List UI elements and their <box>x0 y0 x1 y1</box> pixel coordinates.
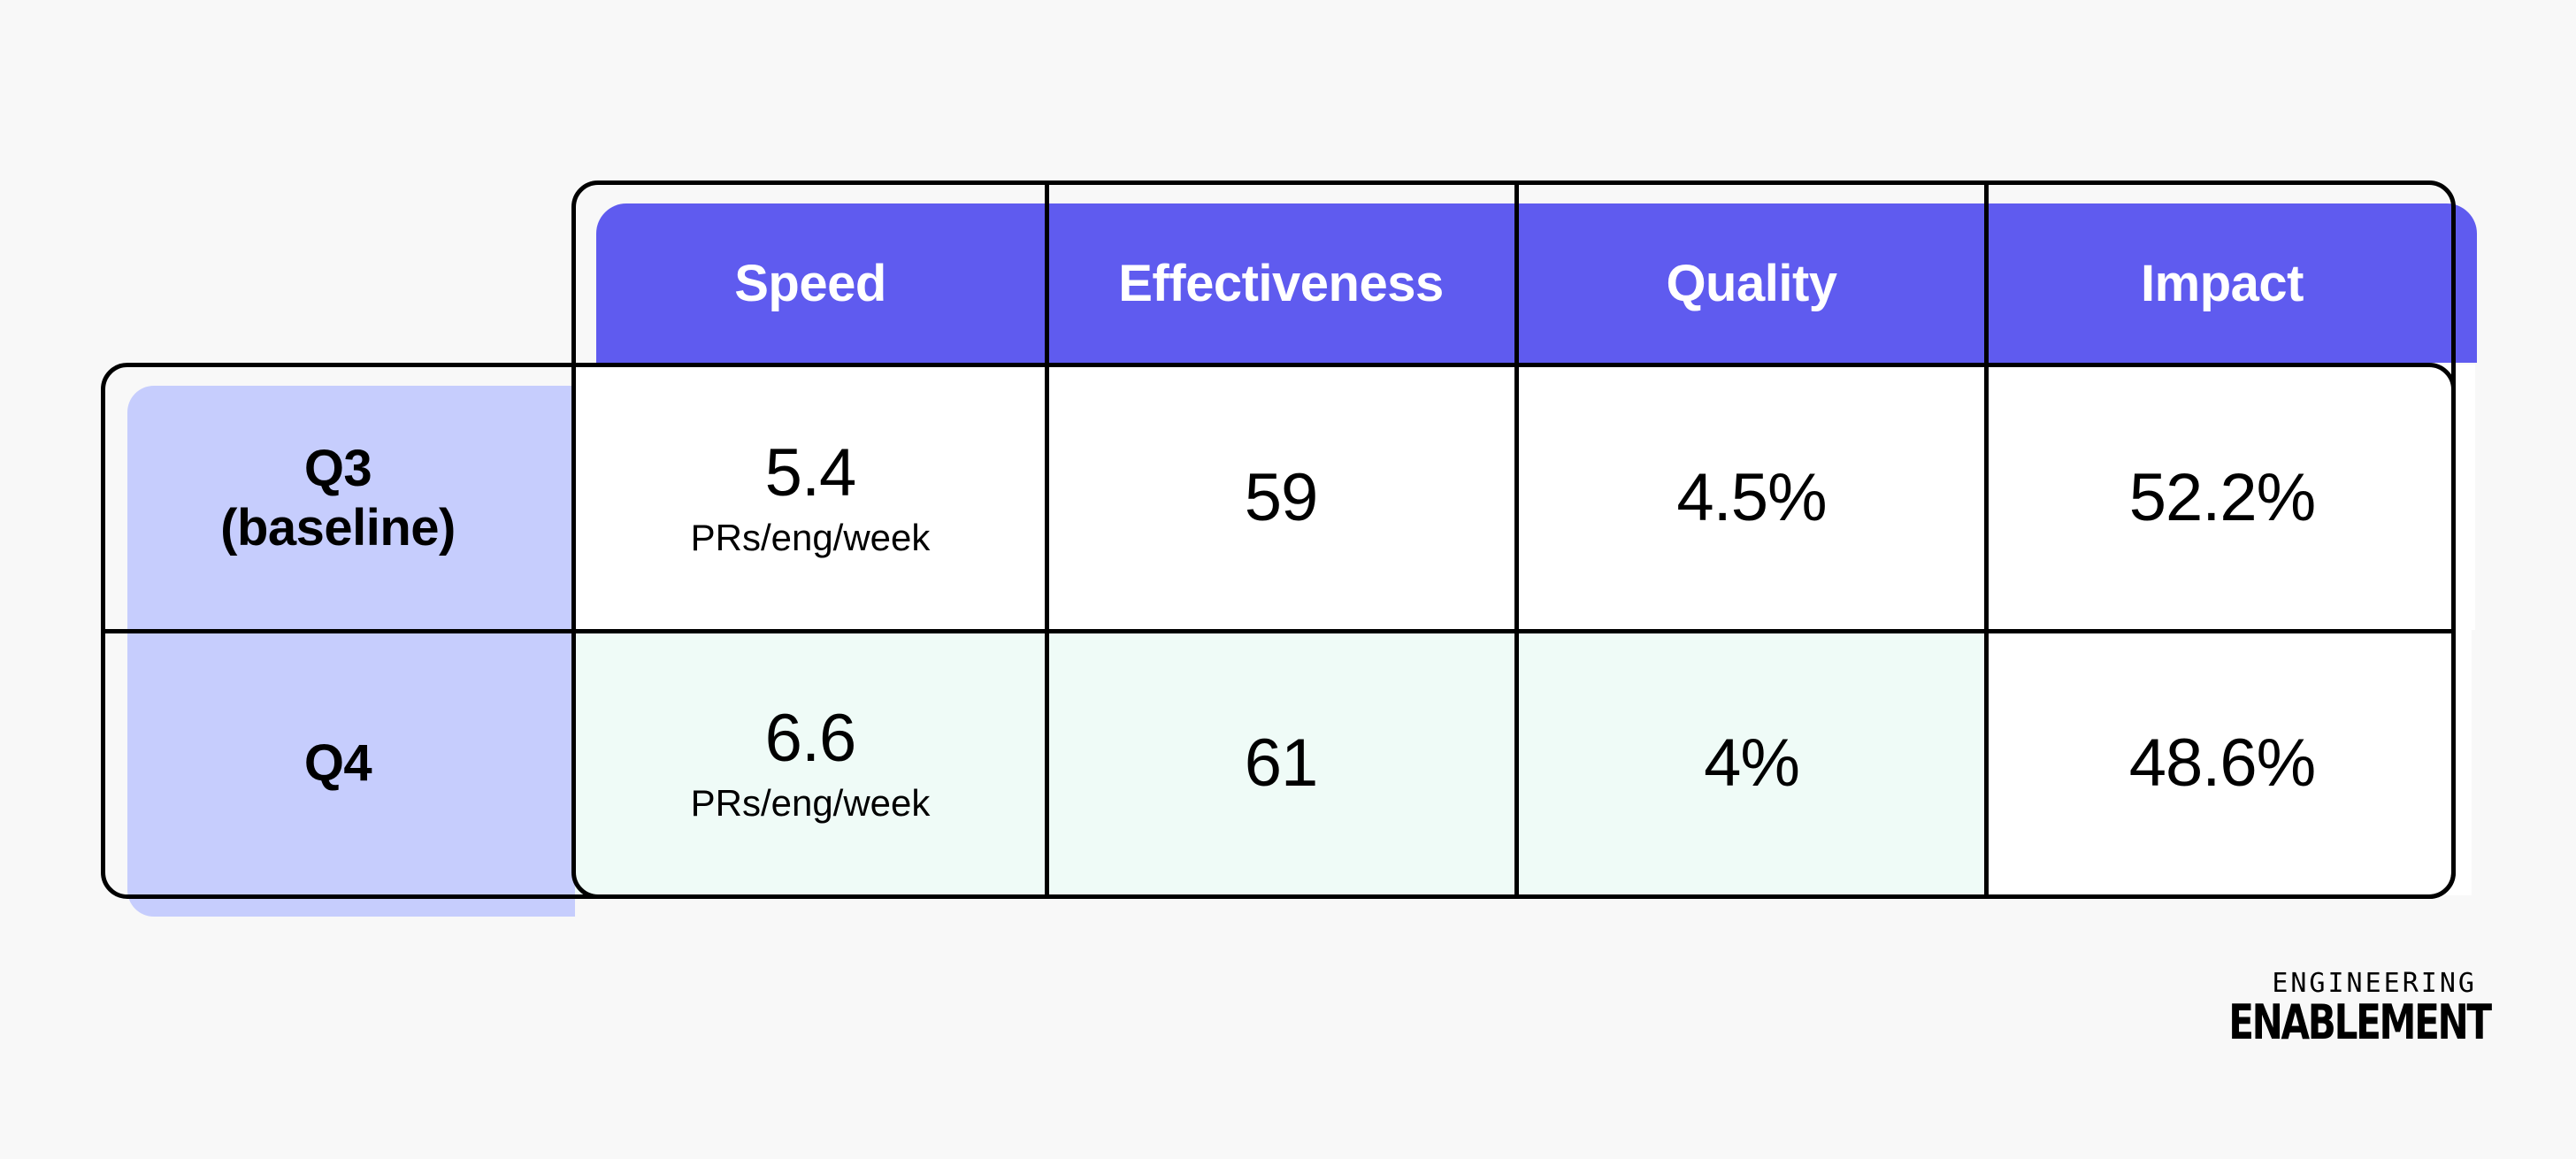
row-label-line: Q4 <box>303 734 372 793</box>
cell-bg-q4-speed <box>575 630 1046 895</box>
column-header-label: Speed <box>734 254 886 312</box>
row-label-band <box>127 386 575 917</box>
grid-col-divider-3 <box>1984 180 1989 899</box>
cell-bg-q4-quality <box>1516 630 1987 895</box>
cell-value: 4.5% <box>1676 460 1827 535</box>
row-label-q3: Q3 (baseline) <box>101 366 575 630</box>
brand-logo: ENGINEERING ENABLEMENT <box>2158 968 2492 1050</box>
column-header-label: Effectiveness <box>1118 254 1444 312</box>
cell-bg-q4-effectiveness <box>1046 630 1516 895</box>
cell-q3-speed: 5.4 PRs/eng/week <box>575 366 1046 630</box>
cell-unit: PRs/eng/week <box>690 782 931 824</box>
cell-q3-effectiveness: 59 <box>1046 366 1516 630</box>
grid-col-divider-2 <box>1514 180 1519 899</box>
grid-col-divider-1 <box>1045 180 1049 899</box>
column-header-speed: Speed <box>575 203 1046 363</box>
column-header-effectiveness: Effectiveness <box>1046 203 1516 363</box>
column-header-label: Quality <box>1666 254 1837 312</box>
row-label-line: Q3 <box>303 439 372 497</box>
cell-value: 59 <box>1244 460 1319 535</box>
column-header-impact: Impact <box>1987 203 2457 363</box>
cell-unit: PRs/eng/week <box>690 517 931 558</box>
cell-q4-speed: 6.6 PRs/eng/week <box>575 632 1046 895</box>
cell-q4-effectiveness: 61 <box>1046 632 1516 895</box>
grid-row-divider <box>101 629 2456 633</box>
cell-value: 6.6 <box>764 701 857 776</box>
cell-bg-q3-quality <box>1516 365 1987 630</box>
row-label-q4: Q4 <box>101 632 575 895</box>
brand-logo-line1: ENGINEERING <box>2272 968 2477 999</box>
cell-value: 4% <box>1704 725 1800 801</box>
row-label-line: (baseline) <box>220 499 456 556</box>
cell-q4-impact: 48.6% <box>1987 632 2457 895</box>
cell-value: 48.6% <box>2128 725 2316 801</box>
cell-bg-q3-impact <box>1987 365 2475 630</box>
cell-bg-q3-effectiveness <box>1046 365 1516 630</box>
cell-q3-impact: 52.2% <box>1987 366 2457 630</box>
cell-q4-quality: 4% <box>1516 632 1987 895</box>
column-header-label: Impact <box>2141 254 2304 312</box>
cell-value: 61 <box>1244 725 1319 801</box>
cell-q3-quality: 4.5% <box>1516 366 1987 630</box>
cell-value: 5.4 <box>764 435 857 510</box>
cell-bg-q4-impact <box>1987 630 2472 895</box>
cell-bg-q3-speed <box>575 365 1046 630</box>
header-band <box>596 203 2477 363</box>
column-header-quality: Quality <box>1516 203 1987 363</box>
cell-value: 52.2% <box>2128 460 2316 535</box>
brand-logo-line2: ENABLEMENT <box>2228 994 2492 1050</box>
